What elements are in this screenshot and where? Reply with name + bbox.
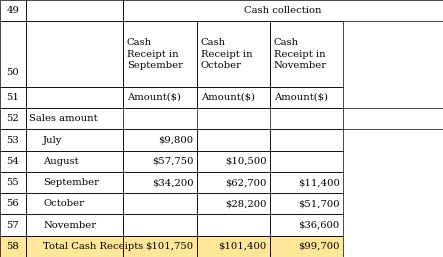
Bar bbox=[197, 87, 270, 108]
Bar bbox=[123, 236, 197, 257]
Bar bbox=[197, 21, 270, 87]
Text: $9,800: $9,800 bbox=[159, 135, 194, 144]
Text: 55: 55 bbox=[7, 178, 19, 187]
Text: $51,700: $51,700 bbox=[298, 199, 340, 208]
Bar bbox=[123, 0, 443, 21]
Bar bbox=[26, 129, 123, 151]
Bar bbox=[197, 129, 270, 151]
Text: 58: 58 bbox=[7, 242, 19, 251]
Text: Cash
Receipt in
September: Cash Receipt in September bbox=[127, 38, 183, 70]
Bar bbox=[26, 21, 123, 87]
Bar bbox=[26, 87, 123, 108]
Bar bbox=[197, 151, 270, 172]
Text: September: September bbox=[43, 178, 99, 187]
Text: Cash
Receipt in
November: Cash Receipt in November bbox=[274, 38, 327, 70]
Bar bbox=[197, 236, 270, 257]
Bar bbox=[123, 151, 197, 172]
Text: 57: 57 bbox=[7, 221, 19, 230]
Text: $10,500: $10,500 bbox=[225, 157, 267, 166]
Text: 53: 53 bbox=[7, 135, 19, 144]
Bar bbox=[270, 87, 343, 108]
Text: $101,750: $101,750 bbox=[145, 242, 194, 251]
Text: 54: 54 bbox=[6, 157, 19, 166]
Bar bbox=[270, 172, 343, 193]
Bar bbox=[0, 87, 26, 108]
Text: November: November bbox=[43, 221, 97, 230]
Text: $34,200: $34,200 bbox=[152, 178, 194, 187]
Text: 50: 50 bbox=[7, 68, 19, 77]
Text: July: July bbox=[43, 135, 62, 144]
Bar bbox=[0, 236, 26, 257]
Text: Cash
Receipt in
October: Cash Receipt in October bbox=[201, 38, 253, 70]
Bar bbox=[270, 214, 343, 236]
Text: Amount($): Amount($) bbox=[201, 93, 255, 102]
Text: 49: 49 bbox=[6, 6, 19, 15]
Bar bbox=[270, 129, 343, 151]
Text: $11,400: $11,400 bbox=[298, 178, 340, 187]
Text: $57,750: $57,750 bbox=[152, 157, 194, 166]
Bar bbox=[26, 108, 443, 129]
Bar bbox=[270, 193, 343, 214]
Bar bbox=[123, 87, 197, 108]
Text: Amount($): Amount($) bbox=[274, 93, 328, 102]
Bar bbox=[26, 236, 123, 257]
Bar bbox=[26, 0, 123, 21]
Bar bbox=[26, 236, 123, 257]
Bar bbox=[26, 214, 123, 236]
Bar bbox=[0, 129, 26, 151]
Bar bbox=[123, 21, 197, 87]
Text: $28,200: $28,200 bbox=[225, 199, 267, 208]
Text: Amount($): Amount($) bbox=[127, 93, 181, 102]
Bar bbox=[0, 21, 26, 87]
Text: Cash collection: Cash collection bbox=[245, 6, 322, 15]
Text: 56: 56 bbox=[7, 199, 19, 208]
Bar bbox=[123, 129, 197, 151]
Text: $101,400: $101,400 bbox=[218, 242, 267, 251]
Text: $62,700: $62,700 bbox=[225, 178, 267, 187]
Bar bbox=[197, 236, 270, 257]
Bar bbox=[0, 236, 26, 257]
Bar bbox=[26, 151, 123, 172]
Text: $36,600: $36,600 bbox=[299, 221, 340, 230]
Bar bbox=[123, 172, 197, 193]
Bar bbox=[197, 193, 270, 214]
Text: Total Cash Receipts: Total Cash Receipts bbox=[43, 242, 144, 251]
Text: $99,700: $99,700 bbox=[298, 242, 340, 251]
Bar bbox=[123, 214, 197, 236]
Bar bbox=[0, 172, 26, 193]
Bar bbox=[270, 151, 343, 172]
Bar bbox=[270, 21, 343, 87]
Text: 51: 51 bbox=[6, 93, 19, 102]
Bar bbox=[123, 236, 197, 257]
Text: October: October bbox=[43, 199, 84, 208]
Bar bbox=[197, 214, 270, 236]
Bar bbox=[197, 172, 270, 193]
Text: Sales amount: Sales amount bbox=[29, 114, 98, 123]
Bar bbox=[0, 108, 26, 129]
Bar bbox=[0, 193, 26, 214]
Bar bbox=[0, 0, 26, 21]
Bar bbox=[270, 236, 343, 257]
Bar bbox=[0, 214, 26, 236]
Bar bbox=[26, 193, 123, 214]
Bar bbox=[26, 172, 123, 193]
Bar bbox=[123, 193, 197, 214]
Bar bbox=[270, 236, 343, 257]
Text: 52: 52 bbox=[7, 114, 19, 123]
Bar bbox=[0, 151, 26, 172]
Text: August: August bbox=[43, 157, 79, 166]
